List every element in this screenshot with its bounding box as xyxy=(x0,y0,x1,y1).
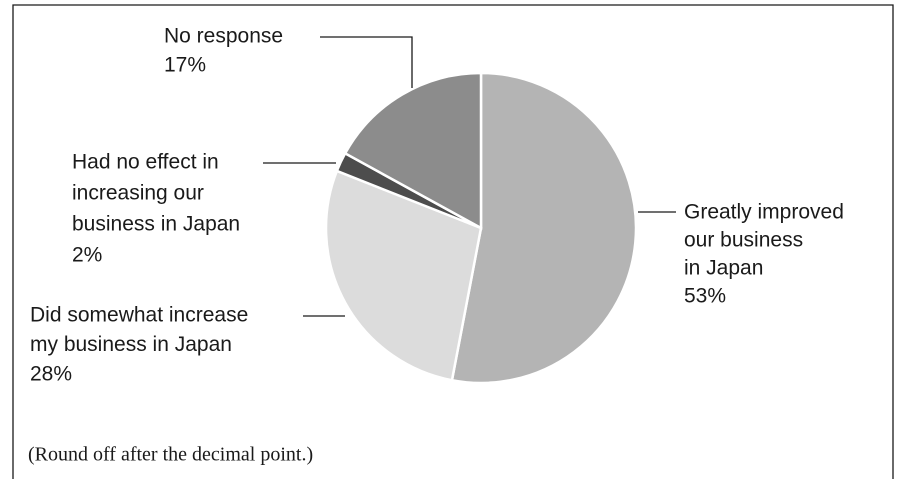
value-label: 2% xyxy=(72,244,102,267)
leader-line xyxy=(320,36,413,88)
slice-label: Had no effect in xyxy=(72,151,219,174)
slice-label: our business xyxy=(684,229,803,252)
value-label: 17% xyxy=(164,54,206,77)
slice-label: No response xyxy=(164,25,283,48)
pie-slice xyxy=(450,71,638,385)
slice-label: Greatly improved xyxy=(684,201,844,224)
frame xyxy=(12,4,894,479)
pie-slice xyxy=(343,71,483,231)
slice-label: Did somewhat increase xyxy=(30,304,248,327)
slice-label: my business in Japan xyxy=(30,333,232,356)
slice-label: increasing our xyxy=(72,182,204,205)
pie-slice xyxy=(324,169,483,382)
value-label: 53% xyxy=(684,285,726,308)
slice-label: in Japan xyxy=(684,257,763,280)
value-label: 28% xyxy=(30,363,72,386)
footnote: (Round off after the decimal point.) xyxy=(28,444,313,466)
slice-label: business in Japan xyxy=(72,213,240,236)
